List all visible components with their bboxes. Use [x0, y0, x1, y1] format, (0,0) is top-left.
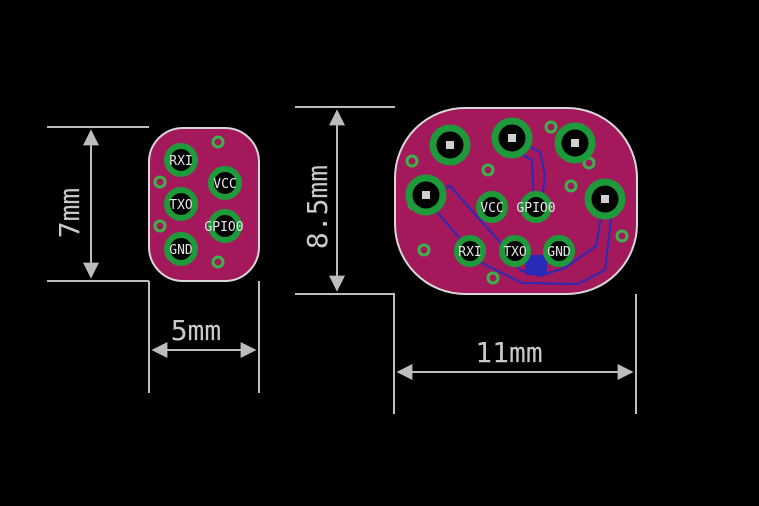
large-pad-txo — [499, 235, 531, 267]
large-board-labelled-pads — [454, 191, 575, 267]
large-pin-label-txo: TXO — [503, 245, 527, 260]
large-board-dimensions — [295, 106, 637, 414]
pad-rxi — [164, 143, 198, 177]
small-board-height-label: 7mm — [53, 188, 86, 239]
small-pin-label-txo: TXO — [169, 198, 193, 213]
large-pin-label-gnd: GND — [547, 245, 571, 260]
pad-txo — [164, 187, 198, 221]
large-board: VCC GPIO0 RXI TXO GND — [394, 107, 638, 295]
large-board-pad-squares — [422, 134, 609, 203]
large-pad-vcc — [476, 191, 508, 223]
small-pin-label-gpio0: GPIO0 — [204, 220, 243, 235]
small-pin-label-gnd: GND — [169, 243, 193, 258]
large-pad-gpio0 — [520, 191, 552, 223]
large-board-width-label: 11mm — [475, 336, 542, 369]
pad-gpio0 — [208, 209, 242, 243]
pad-gnd — [164, 232, 198, 266]
small-board-vias — [153, 135, 225, 269]
small-pin-label-rxi: RXI — [169, 154, 192, 169]
small-board: RXI VCC TXO GPIO0 GND — [148, 127, 260, 282]
small-pin-label-vcc: VCC — [213, 177, 236, 192]
large-pad-gnd — [543, 235, 575, 267]
pad-vcc — [208, 166, 242, 200]
large-board-height-label: 8.5mm — [301, 165, 334, 249]
small-board-dimensions — [47, 126, 260, 393]
large-pin-label-vcc: VCC — [480, 201, 503, 216]
small-board-pads — [164, 143, 242, 266]
small-board-width-label: 5mm — [171, 314, 222, 347]
large-pin-label-gpio0: GPIO0 — [516, 201, 555, 216]
large-pad-rxi — [454, 235, 486, 267]
large-pin-label-rxi: RXI — [458, 245, 481, 260]
